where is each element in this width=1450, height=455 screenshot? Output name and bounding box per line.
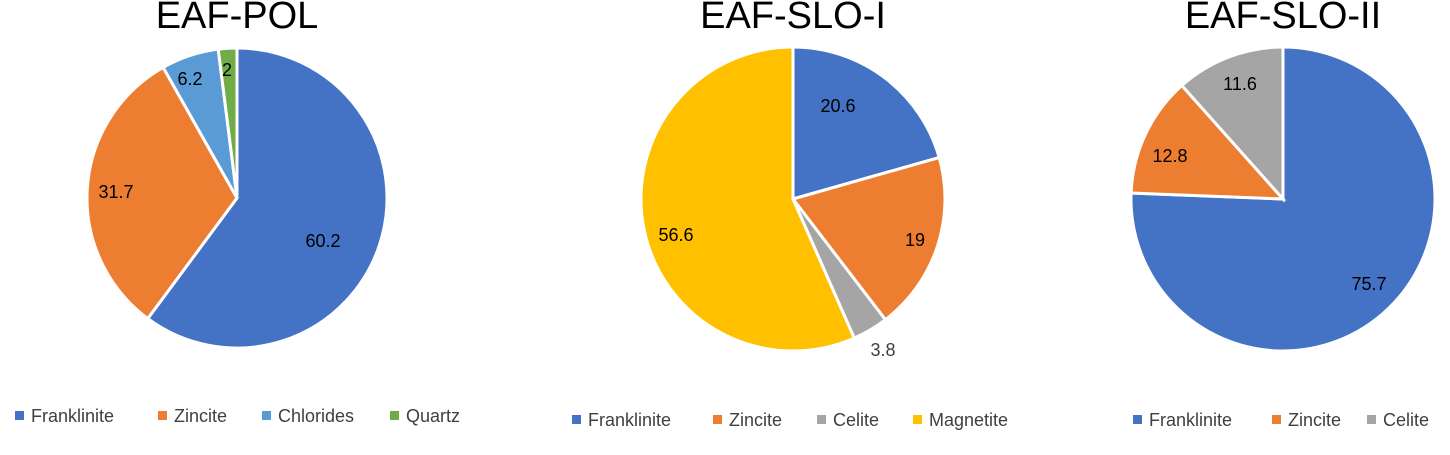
data-label-pol-chlorides: 6.2 — [177, 69, 202, 89]
chart-pol: EAF-POL 60.2 31.7 6.2 2 Franklinite Zincite Ch… — [15, 0, 460, 426]
pie-slice-pol-zincite — [85, 65, 239, 321]
pie-slice-slo-ii-franklinite — [1129, 45, 1437, 353]
legend-swatch-pol-zincite — [158, 411, 167, 420]
legend-swatch-slo-i-celite — [817, 415, 826, 424]
pie-slice-slo-i-zincite — [790, 155, 947, 322]
chart-title-slo-ii: EAF-SLO-II — [1185, 0, 1381, 37]
data-label-pol-quartz: 2 — [222, 60, 232, 80]
legend-label-pol-zincite: Zincite — [174, 406, 227, 426]
data-label-slo-i-celite: 3.8 — [870, 340, 895, 360]
pie-slice-slo-ii-celite — [1179, 45, 1285, 203]
legend-swatch-slo-ii-franklinite — [1133, 415, 1142, 424]
legend-swatch-slo-i-zincite — [713, 415, 722, 424]
legend-label-slo-i-magnetite: Magnetite — [929, 410, 1008, 430]
data-label-pol-zincite: 31.7 — [98, 182, 133, 202]
data-label-slo-i-franklinite: 20.6 — [820, 96, 855, 116]
legend-swatch-slo-i-magnetite — [913, 415, 922, 424]
legend-label-slo-ii-franklinite: Franklinite — [1149, 410, 1232, 430]
legend-swatch-slo-ii-zincite — [1272, 415, 1281, 424]
legend-swatch-slo-i-franklinite — [572, 415, 581, 424]
legend-label-pol-quartz: Quartz — [406, 406, 460, 426]
pie-slice-slo-i-magnetite — [639, 45, 857, 353]
legend-label-slo-i-franklinite: Franklinite — [588, 410, 671, 430]
legend-swatch-pol-quartz — [390, 411, 399, 420]
legend-swatch-pol-franklinite — [15, 411, 24, 420]
data-label-slo-i-zincite: 19 — [905, 230, 925, 250]
pie-slice-slo-i-franklinite — [791, 45, 942, 201]
chart-title-slo-i: EAF-SLO-I — [700, 0, 886, 37]
data-label-slo-ii-zincite: 12.8 — [1152, 146, 1187, 166]
legend-swatch-pol-chlorides — [262, 411, 271, 420]
legend-label-pol-chlorides: Chlorides — [278, 406, 354, 426]
chart-slo-ii: EAF-SLO-II 75.7 12.8 11.6 Franklinite Zincit… — [1129, 0, 1437, 430]
legend-label-pol-franklinite: Franklinite — [31, 406, 114, 426]
legend-label-slo-ii-zincite: Zincite — [1288, 410, 1341, 430]
pie-slice-pol-franklinite — [145, 46, 389, 350]
pie-slice-slo-ii-zincite — [1129, 83, 1287, 201]
legend-label-slo-ii-celite: Celite — [1383, 410, 1429, 430]
chart-title-pol: EAF-POL — [156, 0, 319, 37]
data-label-slo-ii-franklinite: 75.7 — [1351, 274, 1386, 294]
pie-slice-pol-quartz — [216, 46, 239, 199]
legend-label-slo-i-zincite: Zincite — [729, 410, 782, 430]
data-label-slo-i-magnetite: 56.6 — [658, 225, 693, 245]
data-label-pol-franklinite: 60.2 — [305, 231, 340, 251]
legend-label-slo-i-celite: Celite — [833, 410, 879, 430]
legend-swatch-slo-ii-celite — [1367, 415, 1376, 424]
chart-slo-i: EAF-SLO-I 20.6 19 3.8 56.6 Franklinite Zincit… — [572, 0, 1008, 430]
data-label-slo-ii-celite: 11.6 — [1223, 74, 1257, 94]
